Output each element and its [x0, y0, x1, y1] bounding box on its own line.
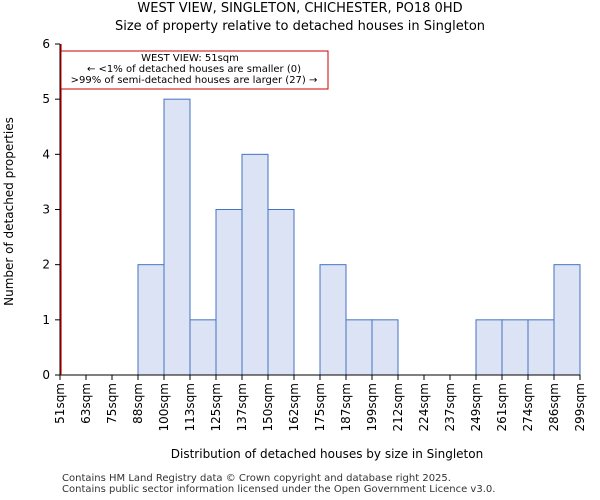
- x-tick-label: 224sqm: [417, 383, 431, 431]
- bar-249sqm: [475, 319, 503, 376]
- x-tick-label: 274sqm: [521, 383, 535, 431]
- x-tick-label: 237sqm: [443, 383, 457, 431]
- footer-line-1: Contains HM Land Registry data © Crown c…: [62, 473, 451, 484]
- x-axis-label: Distribution of detached houses by size …: [171, 447, 483, 461]
- x-tick-label: 63sqm: [79, 383, 93, 424]
- bar-125sqm: [215, 209, 243, 376]
- x-tick-label: 113sqm: [183, 383, 197, 431]
- y-tick-label: 1: [42, 313, 50, 327]
- y-axis-label: Number of detached properties: [2, 117, 16, 306]
- x-tick-label: 299sqm: [573, 383, 587, 431]
- annotation-line-3: >99% of semi-detached houses are larger …: [71, 75, 318, 86]
- y-tick-label: 0: [42, 368, 50, 382]
- x-tick-label: 286sqm: [547, 383, 561, 431]
- x-tick-label: 150sqm: [261, 383, 275, 431]
- bar-274sqm: [527, 319, 555, 376]
- bar-199sqm: [371, 319, 399, 376]
- x-tick-label: 187sqm: [339, 383, 353, 431]
- x-tick-label: 100sqm: [157, 383, 171, 431]
- x-tick-label: 137sqm: [235, 383, 249, 431]
- y-tick-label: 2: [42, 258, 50, 272]
- bar-137sqm: [241, 153, 269, 376]
- x-tick-label: 162sqm: [287, 383, 301, 431]
- x-tick-label: 175sqm: [313, 383, 327, 431]
- y-tick-label: 6: [42, 37, 50, 51]
- annotation-line-2: ← <1% of detached houses are smaller (0): [87, 64, 301, 75]
- x-tick-label: 75sqm: [105, 383, 119, 424]
- bar-286sqm: [553, 264, 581, 376]
- bar-88sqm: [137, 264, 165, 376]
- bar-261sqm: [501, 319, 529, 376]
- x-tick-label: 88sqm: [131, 383, 145, 424]
- y-tick-label: 3: [42, 203, 50, 217]
- bar-113sqm: [189, 319, 217, 376]
- x-tick-label: 249sqm: [469, 383, 483, 431]
- bar-187sqm: [345, 319, 373, 376]
- x-tick-label: 212sqm: [391, 383, 405, 431]
- bar-175sqm: [319, 264, 347, 376]
- y-tick-label: 5: [42, 92, 50, 106]
- x-tick-label: 199sqm: [365, 383, 379, 431]
- y-tick-label: 4: [42, 147, 50, 161]
- x-tick-label: 51sqm: [53, 383, 67, 424]
- bar-100sqm: [163, 98, 191, 376]
- bar-150sqm: [267, 209, 295, 376]
- x-tick-label: 261sqm: [495, 383, 509, 431]
- chart-title: WEST VIEW, SINGLETON, CHICHESTER, PO18 0…: [137, 1, 463, 16]
- chart-subtitle: Size of property relative to detached ho…: [114, 19, 486, 34]
- footer-line-2: Contains public sector information licen…: [62, 484, 496, 495]
- annotation-box: [60, 50, 329, 90]
- annotation-line-1: WEST VIEW: 51sqm: [141, 53, 239, 64]
- x-tick-label: 125sqm: [209, 383, 223, 431]
